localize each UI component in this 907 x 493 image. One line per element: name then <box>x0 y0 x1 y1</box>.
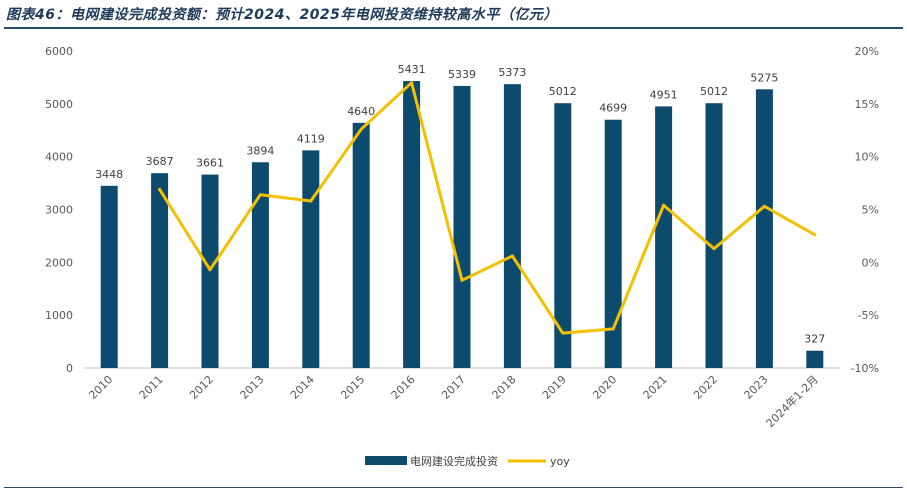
bar-series <box>100 81 824 369</box>
bottom-divider <box>4 487 903 488</box>
yoy-point <box>460 278 464 282</box>
y-left-tick-label: 6000 <box>45 45 73 58</box>
title-divider <box>4 27 903 29</box>
yoy-point <box>561 331 565 335</box>
yoy-point <box>359 127 363 131</box>
bar <box>352 122 370 368</box>
y-left-tick-label: 3000 <box>45 204 73 217</box>
bar-data-label: 4951 <box>650 88 678 101</box>
x-tick-label: 2011 <box>137 373 166 402</box>
yoy-point <box>309 199 313 203</box>
yoy-point <box>158 187 162 191</box>
x-tick-label: 2019 <box>540 373 569 402</box>
y-right-tick-label: 0% <box>862 256 879 269</box>
x-tick-label: 2014 <box>288 373 317 402</box>
x-tick-label: 2022 <box>691 373 720 402</box>
yoy-point <box>410 81 414 85</box>
bar <box>604 119 622 368</box>
yoy-point <box>813 233 817 237</box>
x-tick-label: 2021 <box>641 373 670 402</box>
bar-data-label: 4119 <box>297 132 325 145</box>
y-right-tick-label: 15% <box>855 98 879 111</box>
y-left-tick-label: 1000 <box>45 309 73 322</box>
bar <box>302 150 320 368</box>
yoy-point <box>611 327 615 331</box>
bar-data-label: 3661 <box>196 157 224 170</box>
yoy-line <box>158 81 817 335</box>
bar <box>453 85 471 368</box>
legend-label-bar: 电网建设完成投资 <box>410 454 498 468</box>
legend-label-line: yoy <box>550 455 570 468</box>
y-right-tick-label: 10% <box>855 151 879 164</box>
figure-title: 图表46：电网建设完成投资额：预计2024、2025年电网投资维持较高水平（亿元… <box>6 7 558 23</box>
bar-data-label: 5373 <box>498 66 526 79</box>
legend: 电网建设完成投资 yoy <box>365 454 570 468</box>
x-tick-label: 2015 <box>338 373 367 402</box>
x-tick-label: 2016 <box>389 373 418 402</box>
bar <box>755 89 773 368</box>
y-right-tick-label: 5% <box>862 204 879 217</box>
yoy-point <box>712 247 716 251</box>
bar-data-label: 4640 <box>347 105 375 118</box>
yoy-point <box>662 203 666 207</box>
x-tick-label: 2020 <box>590 373 619 402</box>
yoy-point <box>208 268 212 272</box>
yoy-line-series <box>158 81 817 335</box>
bar <box>554 103 572 368</box>
bar-data-label: 327 <box>804 333 825 346</box>
bar <box>100 185 118 368</box>
y-right-tick-label: -10% <box>851 362 879 375</box>
bar <box>806 350 824 368</box>
yoy-point <box>762 204 766 208</box>
yoy-point <box>510 254 514 258</box>
x-tick-label: 2012 <box>187 373 216 402</box>
x-tick-label: 2023 <box>742 373 771 402</box>
bar-data-label: 5339 <box>448 68 476 81</box>
bar <box>403 81 421 368</box>
bar <box>503 84 521 369</box>
bar-data-label: 5012 <box>700 85 728 98</box>
bar <box>655 106 673 368</box>
bar <box>201 174 219 368</box>
bar <box>705 103 723 368</box>
bar-data-label: 3687 <box>146 155 174 168</box>
y-left-tick-label: 5000 <box>45 98 73 111</box>
y-left-tick-label: 2000 <box>45 256 73 269</box>
x-tick-label: 2018 <box>490 373 519 402</box>
bar-data-label: 5012 <box>549 85 577 98</box>
y-left-tick-label: 0 <box>66 362 73 375</box>
bar-data-label: 5275 <box>750 71 778 84</box>
bar-data-label: 4699 <box>599 102 627 115</box>
bar-data-label: 5431 <box>398 63 426 76</box>
x-tick-label: 2024年1-2月 <box>763 372 821 430</box>
x-tick-label: 2010 <box>86 373 115 402</box>
y-right-tick-label: -5% <box>858 309 879 322</box>
yoy-point <box>258 193 262 197</box>
x-tick-label: 2017 <box>439 373 468 402</box>
bar-data-label: 3894 <box>246 144 274 157</box>
legend-swatch-bar <box>365 456 407 465</box>
bar <box>151 173 169 368</box>
y-left-tick-label: 4000 <box>45 151 73 164</box>
bar <box>251 162 269 368</box>
x-tick-label: 2013 <box>238 373 267 402</box>
data-labels: 3448 3687 3661 3894 4119 4640 5431 5339 5373 5012… <box>95 63 825 346</box>
y-right-tick-label: 20% <box>855 45 879 58</box>
bar-data-label: 3448 <box>95 168 123 181</box>
